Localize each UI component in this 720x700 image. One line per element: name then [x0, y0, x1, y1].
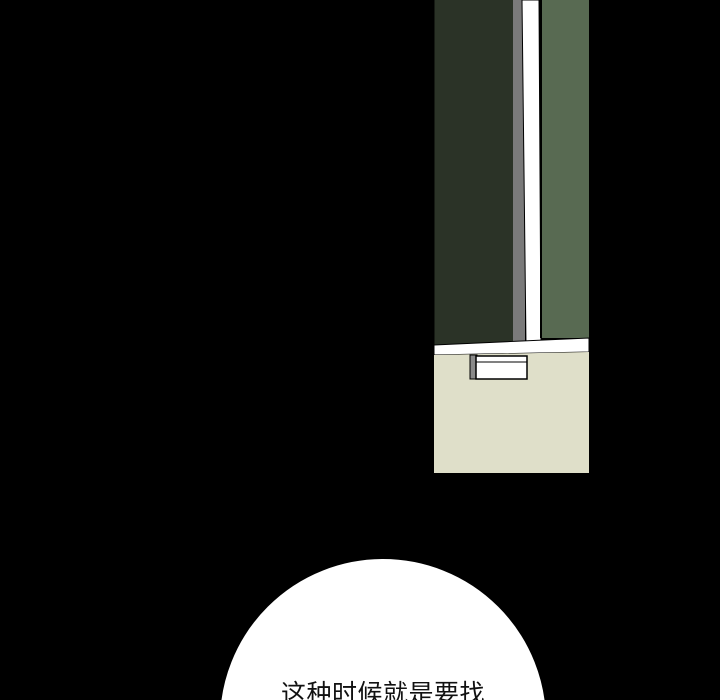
- light-wall-section: [541, 0, 589, 338]
- door-frame-shadow: [513, 0, 525, 345]
- dark-wall-section: [434, 0, 518, 345]
- floor-box: [469, 354, 528, 380]
- floor: [434, 352, 589, 473]
- speech-bubble-text: 这种时候就是要找: [280, 679, 485, 700]
